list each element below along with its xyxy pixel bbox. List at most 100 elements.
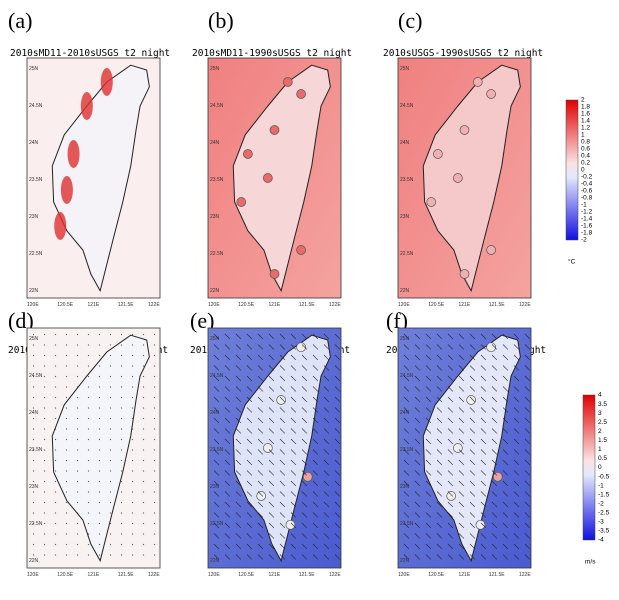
wind-arrow	[76, 438, 79, 441]
wind-arrow	[224, 354, 231, 361]
wind-arrow	[43, 512, 46, 514]
wind-arrow	[414, 470, 421, 476]
wind-arrow	[436, 543, 443, 550]
wind-arrow	[436, 396, 443, 403]
wind-arrow	[469, 459, 476, 466]
colorbar	[565, 99, 579, 241]
warm-patch	[100, 68, 113, 96]
wind-arrow	[120, 543, 123, 546]
wind-arrow	[65, 491, 68, 493]
wind-arrow	[513, 491, 520, 497]
wind-arrow	[502, 522, 509, 529]
wind-arrow	[458, 491, 465, 497]
wind-arrow	[480, 333, 487, 340]
wind-arrow	[54, 449, 57, 451]
wind-arrow	[120, 522, 123, 525]
wind-arrow	[224, 522, 231, 529]
wind-arrow	[447, 438, 454, 445]
wind-arrow	[502, 501, 509, 508]
station	[285, 519, 296, 530]
wind-arrow	[447, 449, 454, 455]
wind-arrow	[109, 407, 112, 409]
wind-arrow	[246, 459, 253, 466]
wind-arrow	[425, 428, 432, 434]
wind-arrow	[403, 386, 410, 392]
wind-arrow	[43, 543, 46, 546]
wind-arrow	[502, 407, 509, 413]
wind-arrow	[524, 449, 531, 455]
colorbar-label: 1	[598, 446, 602, 453]
wind-arrow	[502, 344, 509, 350]
wind-arrow	[142, 512, 145, 514]
wind-arrow	[109, 501, 112, 504]
wind-arrow	[54, 396, 57, 399]
wind-arrow	[65, 470, 68, 472]
wind-arrow	[524, 417, 531, 424]
wind-arrow	[403, 533, 410, 539]
wind-arrow	[301, 512, 308, 518]
wind-arrow	[87, 417, 90, 420]
wind-arrow	[323, 449, 330, 455]
wind-arrow	[312, 554, 319, 560]
wind-arrow	[235, 344, 242, 350]
wind-arrow	[109, 375, 112, 378]
wind-arrow	[425, 375, 432, 382]
wind-arrow	[502, 554, 509, 560]
wind-arrow	[120, 417, 123, 420]
wind-arrow	[491, 459, 498, 466]
wind-arrow	[436, 491, 443, 497]
wind-arrow	[425, 386, 432, 392]
wind-arrow	[279, 375, 286, 382]
wind-arrow	[279, 354, 286, 361]
panel-title: 2010sUSGS-1990sUSGS t2 night	[383, 48, 543, 59]
wind-arrow	[480, 396, 487, 403]
wind-arrow	[334, 417, 341, 424]
wind-arrow	[153, 480, 156, 483]
wind-arrow	[109, 333, 112, 336]
wind-arrow	[301, 417, 308, 424]
station	[472, 77, 483, 87]
wind-arrow	[447, 386, 454, 392]
wind-arrow	[513, 480, 520, 487]
wind-arrow	[458, 554, 465, 560]
wind-arrow	[43, 375, 46, 378]
colorbar-label: -1.5	[598, 491, 610, 498]
colorbar-unit: m/s	[585, 559, 596, 566]
wind-arrow	[120, 533, 123, 535]
colorbar-label: 2.5	[598, 419, 607, 426]
wind-arrow	[43, 438, 46, 441]
wind-arrow	[403, 438, 410, 445]
wind-arrow	[290, 480, 297, 487]
wind-arrow	[268, 470, 275, 476]
wind-arrow	[301, 354, 308, 361]
wind-arrow	[513, 533, 520, 539]
wind-arrow	[54, 375, 57, 378]
wind-arrow	[54, 522, 57, 525]
colorbar-label: -1	[581, 202, 587, 209]
y-tick-label: 24N	[29, 140, 39, 146]
wind-arrow	[98, 333, 101, 336]
wind-arrow	[480, 501, 487, 508]
wind-arrow	[268, 365, 275, 371]
wind-arrow	[131, 480, 134, 483]
wind-arrow	[491, 533, 498, 539]
wind-arrow	[153, 470, 156, 472]
wind-arrow	[290, 533, 297, 539]
wind-arrow	[323, 512, 330, 518]
wind-arrow	[142, 491, 145, 493]
wind-arrow	[65, 533, 68, 535]
wind-arrow	[290, 344, 297, 350]
wind-arrow	[279, 459, 286, 466]
wind-arrow	[65, 417, 68, 420]
wind-arrow	[76, 522, 79, 525]
wind-arrow	[469, 480, 476, 487]
wind-arrow	[290, 396, 297, 403]
station	[459, 269, 470, 279]
wind-arrow	[120, 333, 123, 336]
wind-arrow	[469, 375, 476, 382]
wind-arrow	[458, 501, 465, 508]
station	[475, 519, 486, 530]
wind-arrow	[54, 365, 57, 367]
y-tick-label: 22N	[400, 558, 410, 564]
wind-arrow	[131, 501, 134, 504]
